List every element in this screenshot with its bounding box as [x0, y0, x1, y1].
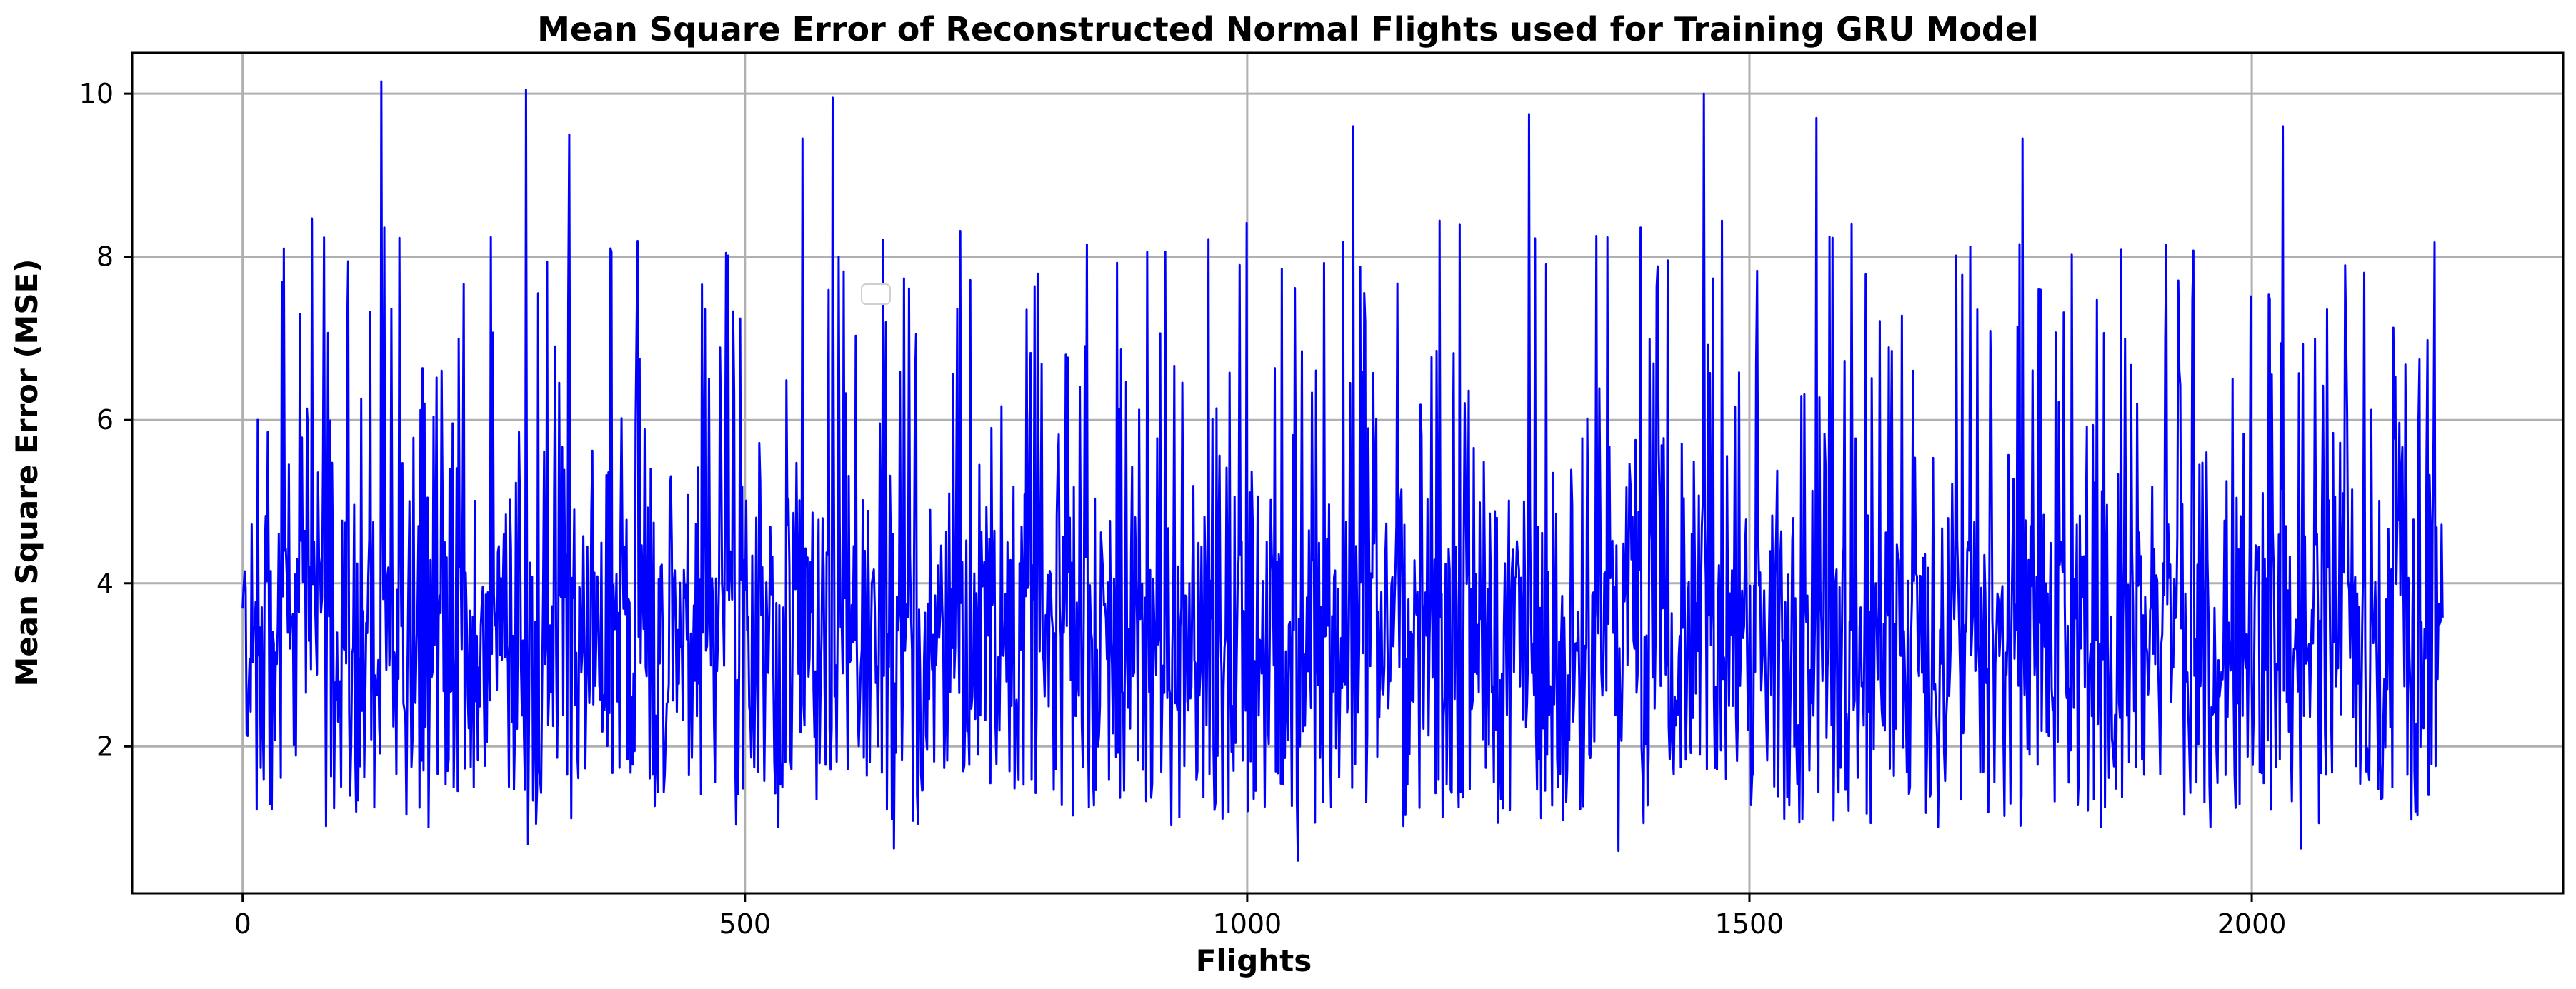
x-tick-label: 1000: [1213, 908, 1282, 940]
axis-ticks: 0 500 1000 1500 2000 2 4 6 8 10: [79, 78, 2287, 940]
chart-title: Mean Square Error of Reconstructed Norma…: [537, 10, 2039, 49]
y-tick-label: 4: [96, 568, 114, 599]
x-tick-label: 1500: [1715, 908, 1784, 940]
y-tick-label: 2: [96, 731, 114, 762]
y-tick-label: 8: [96, 241, 114, 273]
x-tick-label: 500: [719, 908, 772, 940]
plot-frame: [131, 51, 2565, 895]
x-tick-label: 0: [234, 908, 251, 940]
legend-box: [861, 283, 891, 305]
y-tick-label: 6: [96, 404, 114, 436]
y-tick-label: 10: [79, 78, 114, 109]
x-axis-label: Flights: [1196, 943, 1312, 978]
y-axis-label: Mean Square Error (MSE): [9, 259, 44, 687]
x-tick-label: 2000: [2217, 908, 2287, 940]
mse-series-line: [241, 80, 2444, 862]
